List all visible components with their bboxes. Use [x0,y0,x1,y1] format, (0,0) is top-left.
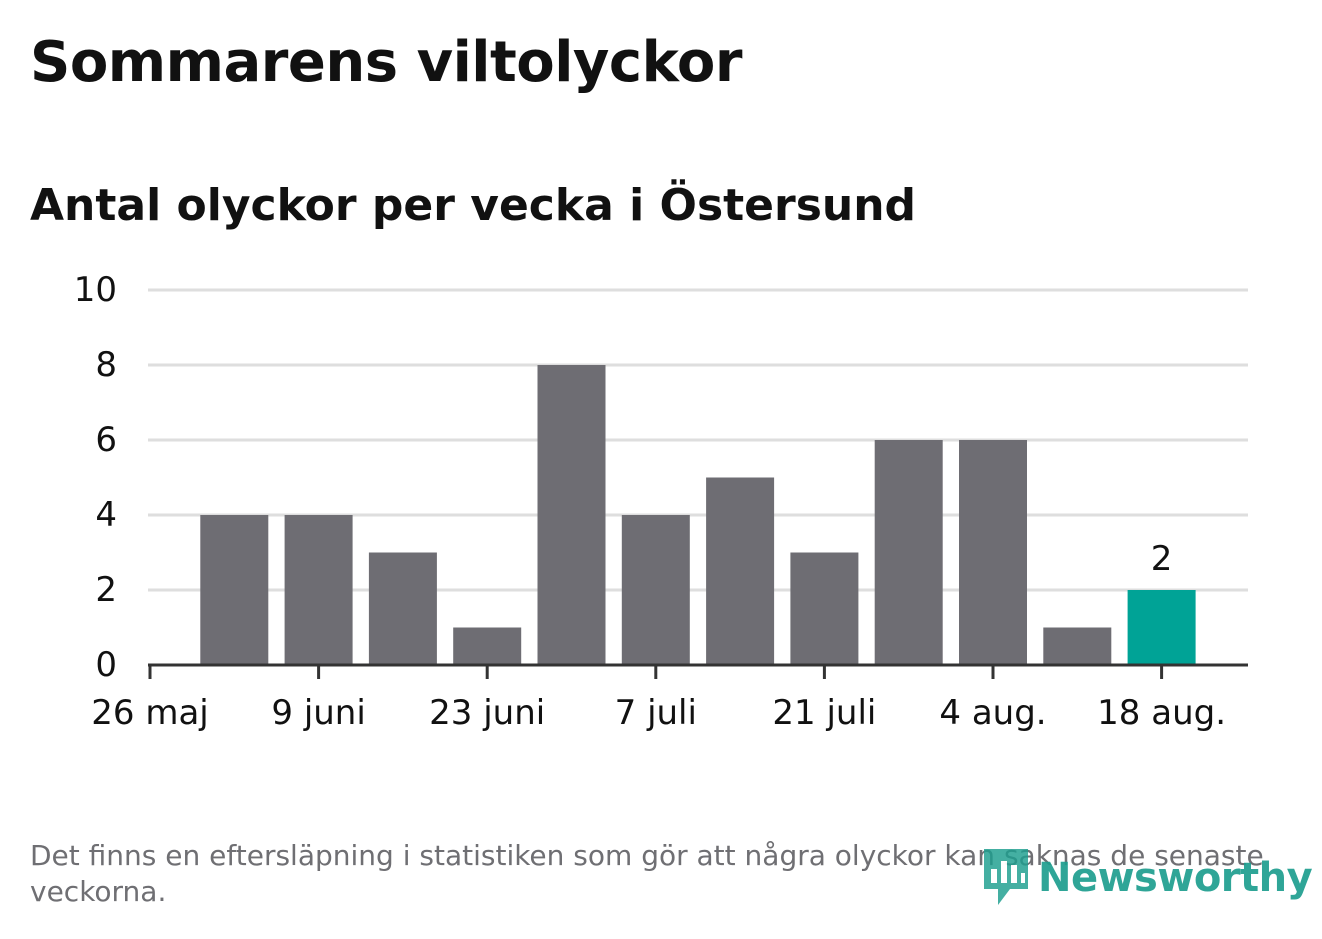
bar [368,552,437,665]
x-axis-labels: 26 maj 9 juni 23 juni 7 juli 21 juli 4 aug. 18… [91,693,1226,733]
bar [621,515,690,665]
bar [1043,627,1112,665]
y-tick-label: 10 [74,270,117,310]
bar [790,552,859,665]
newsworthy-logo: Newsworthy [980,845,1313,911]
x-tick-label: 9 juni [271,693,365,733]
x-tick-label: 4 aug. [939,693,1046,733]
bar [453,627,522,665]
logo-icon [984,849,1028,905]
y-axis-labels: 0 2 4 6 8 10 [74,270,117,685]
y-tick-label: 6 [95,420,117,460]
bar [537,365,606,665]
bar [874,440,943,665]
chart-subtitle: Antal olyckor per vecka i Östersund [30,180,917,231]
bar [1127,590,1196,665]
x-tick-label: 23 juni [429,693,545,733]
x-tick-label: 18 aug. [1097,693,1226,733]
bars [200,365,1196,665]
chart-title: Sommarens viltolyckor [30,30,742,95]
x-axis [148,663,1248,679]
y-tick-label: 4 [95,495,117,535]
bar [284,515,353,665]
bar [706,477,775,665]
x-tick-label: 21 juli [772,693,876,733]
y-tick-label: 2 [95,570,117,610]
y-tick-label: 0 [95,645,117,685]
bar [959,440,1027,665]
x-tick-label: 26 maj [91,693,208,733]
data-labels: 2 [1151,539,1173,579]
bar [200,515,269,665]
x-tick-label: 7 juli [615,693,697,733]
logo-text: Newsworthy [1038,855,1313,901]
footnote: Det finns en eftersläpning i statistiken… [30,839,1264,908]
y-tick-label: 8 [95,345,117,385]
bar-chart: 0 2 4 6 8 10 26 maj 9 juni 23 juni 7 juli 21 juli… [74,270,1248,733]
data-label: 2 [1151,539,1173,579]
